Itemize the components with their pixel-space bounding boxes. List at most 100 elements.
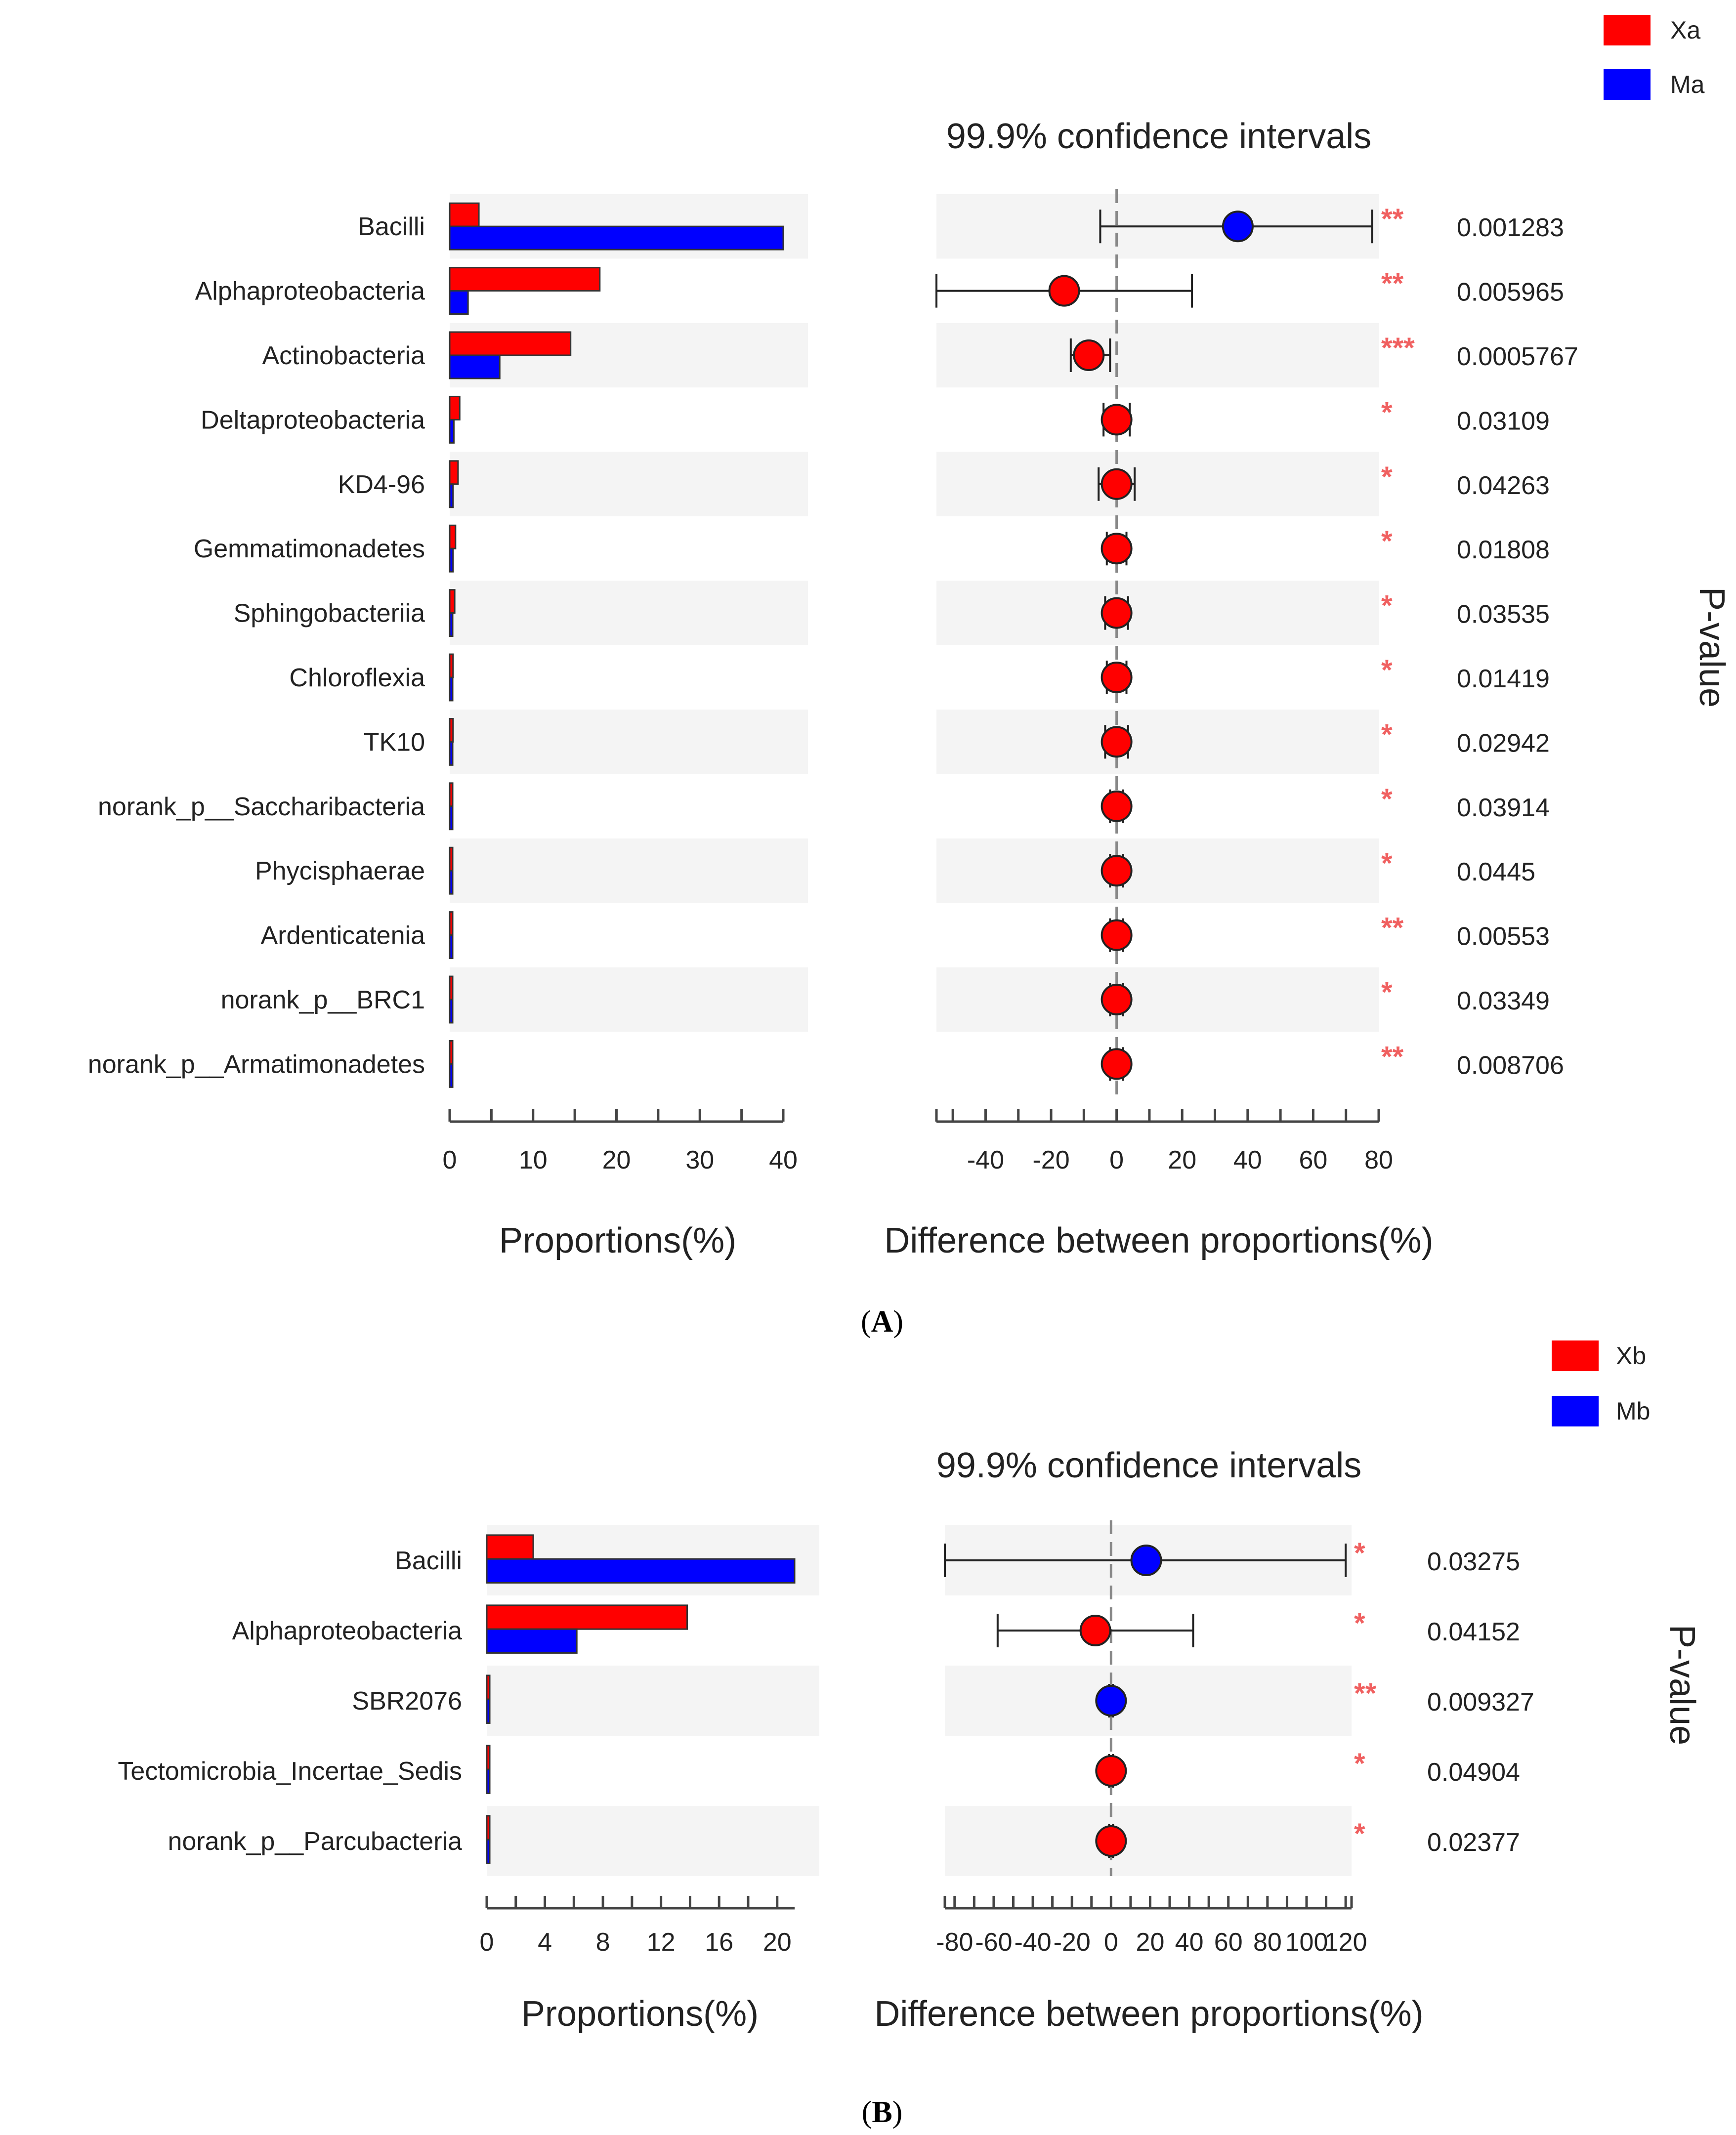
significance-mark: * [1381, 396, 1393, 428]
category-label: Phycisphaerae [255, 857, 425, 885]
bar-xa [449, 202, 480, 227]
right-tick-label: 0 [1109, 1146, 1124, 1174]
right-tick-label: -20 [1032, 1146, 1069, 1174]
estimate-point [1101, 533, 1133, 565]
category-label: SBR2076 [352, 1687, 462, 1716]
bar-mb [486, 1628, 578, 1654]
row-stripe-right [936, 581, 1379, 645]
left-tick-label: 20 [602, 1146, 631, 1174]
bar-ma [449, 225, 784, 251]
category-label: norank_p__Saccharibacteria [98, 793, 425, 821]
p-value: 0.01808 [1457, 536, 1550, 564]
p-value: 0.005965 [1457, 278, 1564, 307]
bar-mb [486, 1768, 491, 1794]
left-tick-label: 12 [647, 1928, 676, 1957]
estimate-point [1101, 855, 1133, 887]
p-value: 0.009327 [1427, 1688, 1534, 1716]
p-value: 0.0005767 [1457, 342, 1578, 371]
significance-mark: * [1381, 525, 1393, 557]
bar-xa [449, 717, 454, 743]
right-tick-label: 80 [1364, 1146, 1393, 1174]
panel-letter: B [872, 2095, 892, 2129]
right-tick-label: -40 [967, 1146, 1004, 1174]
estimate-point [1222, 210, 1254, 243]
p-value: 0.0445 [1457, 858, 1535, 886]
significance-mark: *** [1381, 332, 1415, 364]
p-value: 0.01419 [1457, 665, 1550, 693]
row-stripe-right [936, 452, 1379, 516]
bar-ma [449, 354, 501, 379]
chart-title: 99.9% confidence intervals [936, 1446, 1362, 1485]
p-value: 0.03914 [1457, 794, 1550, 822]
category-label: Gemmatimonadetes [194, 535, 425, 563]
right-tick-label: 40 [1233, 1146, 1262, 1174]
category-label: Alphaproteobacteria [195, 277, 425, 306]
significance-mark: ** [1354, 1677, 1377, 1710]
bar-xb [486, 1534, 534, 1560]
estimate-point [1095, 1685, 1127, 1716]
bar-xa [449, 1040, 454, 1065]
category-label: Actinobacteria [262, 341, 425, 370]
significance-mark: * [1354, 1607, 1365, 1639]
bar-ma [449, 805, 454, 831]
left-tick-label: 0 [480, 1928, 494, 1957]
left-axis-title: Proportions(%) [499, 1221, 736, 1260]
legend-swatch [1552, 1396, 1599, 1426]
p-value: 0.04152 [1427, 1618, 1520, 1646]
significance-mark: * [1354, 1748, 1365, 1780]
significance-mark: ** [1381, 1041, 1404, 1073]
bar-xa [449, 460, 459, 485]
panel-letter: A [871, 1305, 893, 1339]
right-tick-label: 60 [1214, 1928, 1243, 1957]
right-tick-label: 120 [1324, 1928, 1367, 1957]
estimate-point [1101, 984, 1133, 1015]
category-label: Sphingobacteriia [234, 599, 425, 628]
bar-ma [449, 934, 454, 960]
category-label: Deltaproteobacteria [201, 406, 425, 434]
estimate-point [1095, 1755, 1127, 1787]
category-label: Tectomicrobia_Incertae_Sedis [118, 1757, 462, 1786]
right-tick-label: -20 [1054, 1928, 1091, 1957]
row-stripe-right [936, 710, 1379, 774]
bar-xa [449, 782, 454, 807]
legend-label: Mb [1616, 1397, 1650, 1425]
panel-paren-open: ( [861, 1305, 871, 1339]
bar-xb [486, 1675, 491, 1700]
row-stripe-left [450, 838, 808, 903]
significance-mark: * [1381, 783, 1393, 815]
estimate-point [1101, 404, 1133, 436]
bar-ma [449, 676, 454, 702]
estimate-point [1130, 1545, 1162, 1576]
category-label: Alphaproteobacteria [232, 1617, 463, 1645]
bar-xb [486, 1745, 491, 1770]
estimate-point [1048, 275, 1080, 307]
p-value: 0.03535 [1457, 600, 1550, 629]
bar-xa [449, 395, 461, 420]
p-value-axis-label: P-value [1692, 587, 1732, 708]
row-stripe-right [936, 967, 1379, 1032]
row-stripe-left [450, 581, 808, 645]
panel-label: (B) [862, 2095, 903, 2129]
category-label: KD4-96 [338, 470, 425, 499]
bar-xa [449, 911, 454, 936]
significance-mark: * [1354, 1537, 1365, 1569]
estimate-point [1101, 919, 1133, 951]
panel-b: Bacilli * 0.03275 Alphaproteobacteria * 0.041… [118, 1340, 1702, 2129]
bar-xb [486, 1604, 688, 1630]
legend-swatch [1604, 69, 1651, 100]
category-label: norank_p__BRC1 [221, 986, 425, 1014]
bar-ma [449, 483, 454, 508]
bar-xb [486, 1815, 491, 1841]
bar-xa [449, 653, 454, 678]
row-stripe-left [450, 710, 808, 774]
right-tick-label: 100 [1285, 1928, 1328, 1957]
row-stripe-left [450, 967, 808, 1032]
bar-ma [449, 419, 455, 444]
bar-ma [449, 741, 454, 766]
legend-label: Xb [1616, 1342, 1646, 1370]
p-value: 0.00553 [1457, 922, 1550, 951]
estimate-point [1073, 339, 1105, 371]
row-stripe-left [450, 452, 808, 516]
p-value: 0.008706 [1457, 1051, 1564, 1080]
